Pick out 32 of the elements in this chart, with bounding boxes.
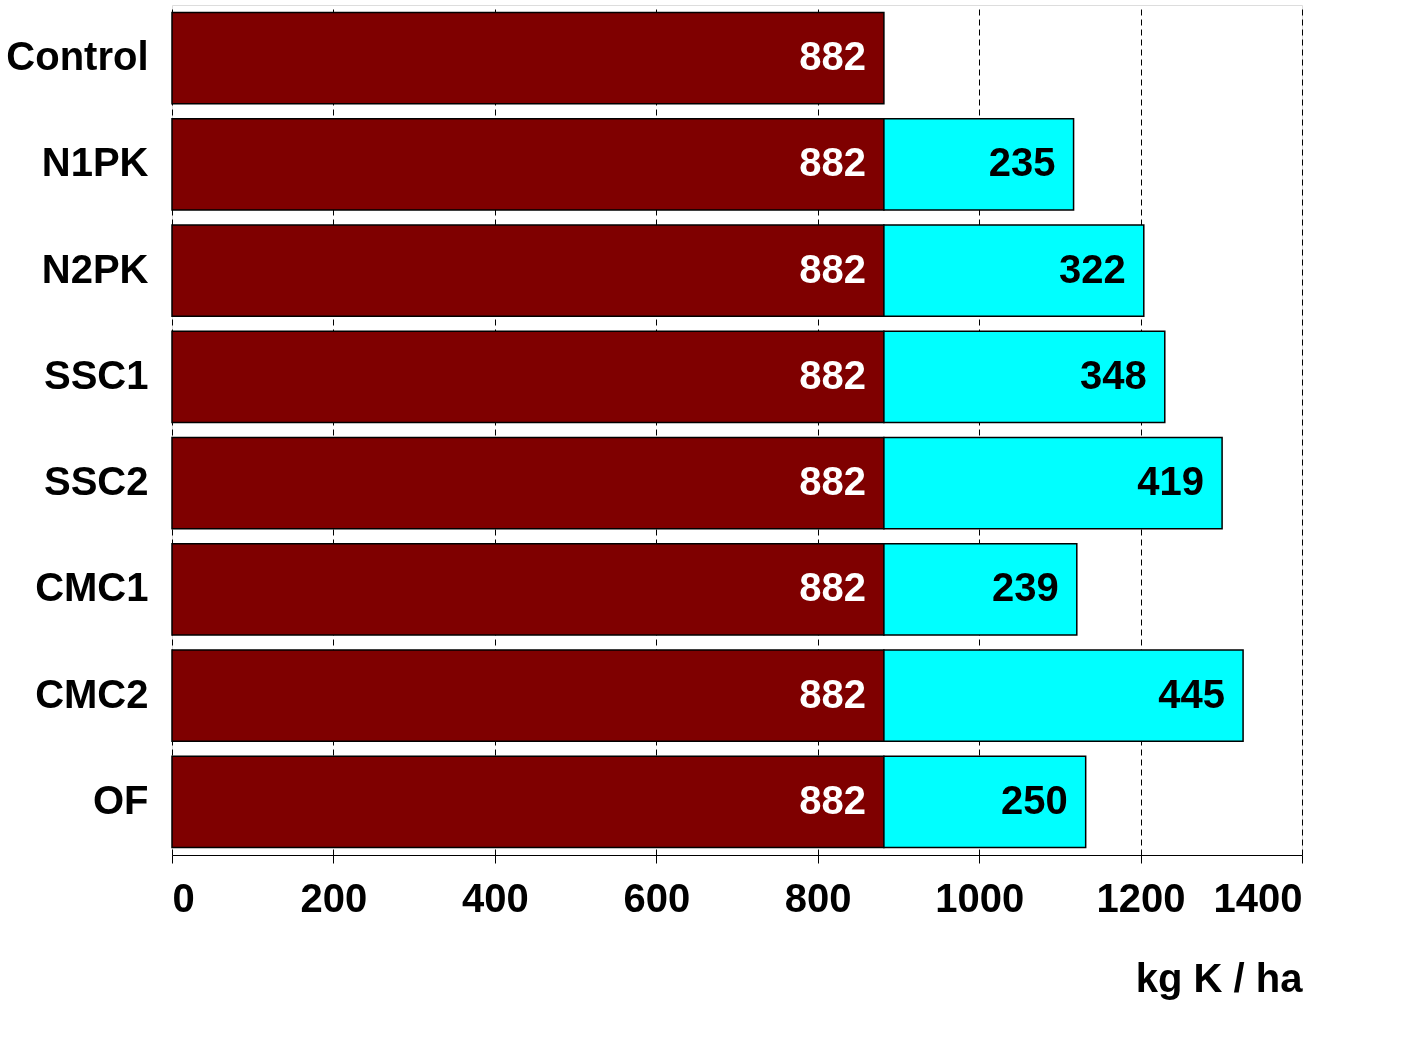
- x-tick-label: 1000: [935, 875, 1025, 920]
- data-label: 882: [799, 671, 866, 716]
- data-label: 882: [799, 777, 866, 822]
- data-label: 882: [799, 352, 866, 397]
- y-tick-label: CMC2: [35, 671, 149, 716]
- y-tick-label: N1PK: [41, 140, 149, 185]
- x-tick-label: 600: [623, 875, 691, 920]
- data-label: 322: [1059, 246, 1126, 291]
- data-label: 348: [1080, 352, 1147, 397]
- data-label: 882: [799, 140, 866, 185]
- data-label: 239: [992, 565, 1059, 610]
- data-label: 250: [1000, 777, 1068, 822]
- y-tick-label: SSC2: [44, 459, 149, 504]
- data-label: 882: [799, 246, 866, 291]
- data-label: 882: [799, 34, 866, 79]
- data-label: 445: [1158, 671, 1226, 716]
- x-tick-label: 800: [784, 875, 852, 920]
- y-tick-label: CMC1: [35, 565, 149, 610]
- data-label: 419: [1137, 459, 1205, 504]
- data-label: 882: [799, 459, 866, 504]
- y-tick-label: OF: [92, 777, 149, 822]
- x-tick-label: 200: [300, 875, 368, 920]
- x-tick-label: 0: [172, 875, 195, 920]
- data-label: 235: [988, 140, 1056, 185]
- data-label: 882: [799, 565, 866, 610]
- y-tick-label: Control: [6, 34, 149, 79]
- x-tick-label: 1400: [1213, 875, 1303, 920]
- x-tick-label: 1200: [1096, 875, 1186, 920]
- x-axis-title: kg K / ha: [1135, 955, 1304, 1000]
- y-tick-label: N2PK: [41, 246, 149, 291]
- x-tick-label: 400: [461, 875, 529, 920]
- y-tick-label: SSC1: [44, 352, 149, 397]
